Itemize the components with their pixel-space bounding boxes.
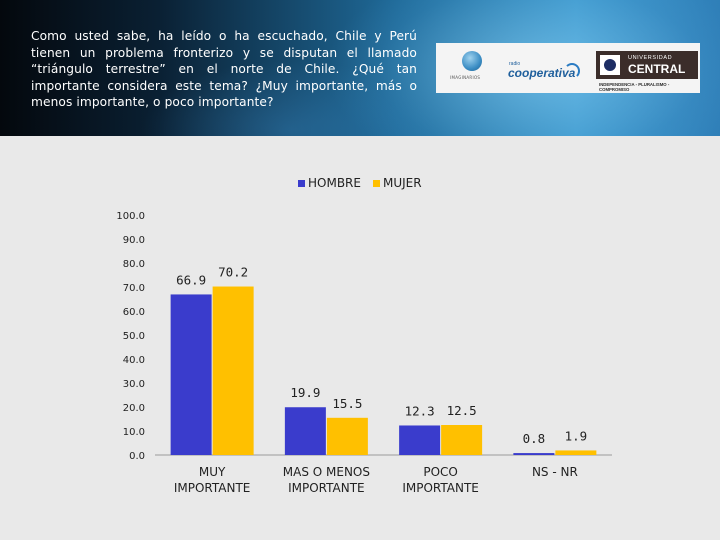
bar-hombre [399,425,441,455]
universidad-central-logo: UNIVERSIDAD CENTRAL [596,51,698,79]
y-tick-label: 90.0 [123,235,145,246]
bar-hombre [513,453,555,455]
y-tick-label: 20.0 [123,403,145,414]
legend-swatch-mujer [372,179,380,187]
legend-label-mujer: MUJER [382,176,422,190]
x-category-label: POCO [423,465,458,479]
cooperativa-logo: cooperativa [508,66,576,80]
x-category-label: IMPORTANTE [402,481,479,495]
data-label-hombre: 66.9 [176,272,206,287]
data-label-hombre: 12.3 [405,403,435,418]
y-tick-label: 80.0 [123,259,145,270]
y-tick-label: 100.0 [116,211,145,222]
header-glow-secondary [140,60,440,136]
y-tick-label: 10.0 [123,427,145,438]
legend-swatch-hombre [298,179,305,187]
data-label-mujer: 1.9 [565,428,588,443]
x-category-label: NS - NR [532,465,578,479]
bar-hombre [284,407,326,455]
y-tick-label: 40.0 [123,355,145,366]
bar-mujer [326,417,368,455]
universidad-central-emblem-icon [600,55,620,75]
data-label-mujer: 70.2 [218,265,248,280]
data-label-mujer: 12.5 [447,403,477,418]
x-category-label: IMPORTANTE [174,481,251,495]
y-tick-label: 70.0 [123,283,145,294]
chart-legend: HOMBRE MUJER [298,176,434,190]
legend-item-hombre: HOMBRE [298,176,361,190]
central-label: CENTRAL [628,62,686,76]
bar-mujer [555,450,597,455]
bar-mujer [441,425,483,455]
x-category-label: MAS O MENOS [283,465,370,479]
imaginarios-logo-icon [462,51,482,71]
cooperativa-swoosh-icon [564,63,580,79]
y-tick-label: 50.0 [123,331,145,342]
bar-mujer [212,286,254,455]
x-category-label: IMPORTANTE [288,481,365,495]
universidad-label: UNIVERSIDAD [628,55,673,61]
x-category-label: MUY [199,465,226,479]
imaginarios-logo-text: IMAGINARIOS [450,75,481,80]
radio-logo-text: radio [509,61,521,67]
data-label-hombre: 0.8 [523,431,546,446]
survey-question: Como usted sabe, ha leído o ha escuchado… [31,29,417,109]
data-label-mujer: 15.5 [332,396,362,411]
bar-hombre [170,294,212,455]
y-tick-label: 0.0 [129,451,145,462]
y-tick-label: 60.0 [123,307,145,318]
data-label-hombre: 19.9 [290,385,320,400]
universidad-central-tagline: INDEPENDENCIA - PLURALISMO - COMPROMISO [599,82,670,92]
legend-label-hombre: HOMBRE [308,176,361,190]
header-banner: Como usted sabe, ha leído o ha escuchado… [0,0,720,136]
legend-item-mujer: MUJER [372,176,422,190]
y-tick-label: 30.0 [123,379,145,390]
sponsor-logos: IMAGINARIOS radio cooperativa UNIVERSIDA… [436,43,700,93]
